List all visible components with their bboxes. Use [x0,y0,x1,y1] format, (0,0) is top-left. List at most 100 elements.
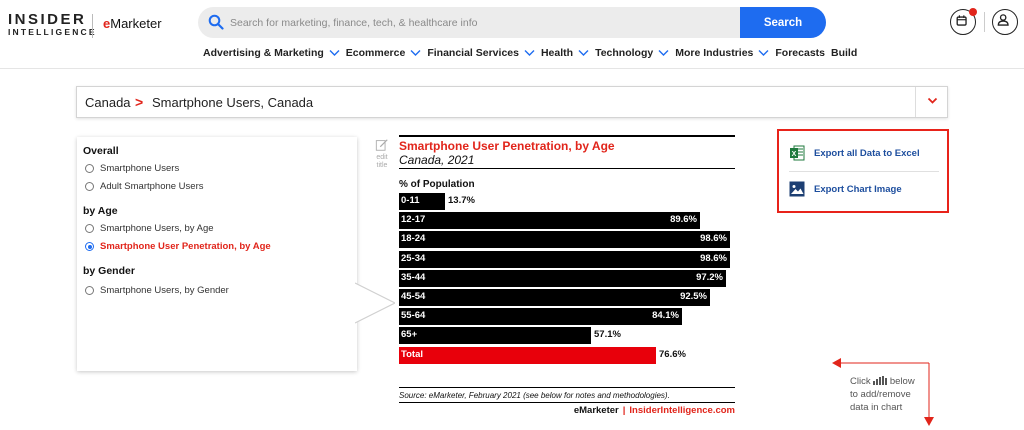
bar-chart: Smartphone User Penetration, by Age Cana… [399,135,735,425]
nav-health[interactable]: Health [541,47,589,59]
chart-subtitle: Canada, 2021 [399,153,475,167]
excel-icon: X [790,145,805,161]
nav-label: Forecasts [775,47,825,59]
radio-smartphone-users-by-gender[interactable]: Smartphone Users, by Gender [85,285,229,296]
bar-value-label: 84.1% [652,310,679,321]
group-title-by-gender: by Gender [83,265,135,277]
hint-line-3: data in chart [850,402,903,413]
bar-value-label: 97.2% [696,272,723,283]
chevron-down-icon [524,50,535,56]
bar-category-label: 12-17 [401,214,426,225]
header-divider [984,12,985,32]
radio-smartphone-users[interactable]: Smartphone Users [85,163,179,174]
emarketer-logo[interactable]: eMarketer [103,16,162,31]
search-button[interactable]: Search [740,7,826,38]
brand-separator: | [622,405,626,416]
bar-value-label: 13.7% [448,195,475,206]
option-label: Smartphone Users, by Gender [100,285,229,296]
radio-button-selected[interactable] [85,242,94,251]
hint-below: below [889,376,915,387]
chart-branding: eMarketer | InsiderIntelligence.com [574,405,735,416]
radio-button[interactable] [85,224,94,233]
emarketer-logo-rest: Marketer [110,16,162,31]
chart-selector-panel: Overall Smartphone Users Adult Smartphon… [77,137,357,371]
chart-rule [399,402,735,403]
svg-text:X: X [792,151,797,158]
chart-title: Smartphone User Penetration, by Age [399,139,615,153]
bar-value-label: 89.6% [670,214,697,225]
search-bar: Search [198,7,826,38]
nav-build[interactable]: Build [831,47,857,59]
nav-label: Health [540,47,574,59]
search-icon [208,14,224,30]
chart-bar: Total 76.6% [399,347,686,364]
bar-chart-icon [873,376,888,385]
bar-category-label: 18-24 [401,233,426,244]
nav-financial-services[interactable]: Financial Services [427,47,535,59]
hint-click: Click [850,376,871,387]
option-label: Smartphone Users, by Age [100,223,214,234]
nav-label: Build [831,47,858,59]
chart-rule [399,387,735,388]
main-nav: Advertising & Marketing Ecommerce Financ… [203,47,863,59]
breadcrumb-root[interactable]: Canada [85,95,131,110]
nav-technology[interactable]: Technology [595,47,669,59]
chevron-down-icon [758,50,769,56]
insider-intelligence-logo[interactable]: INSIDER INTELLIGENCE [8,12,95,37]
radio-button[interactable] [85,286,94,295]
user-account-button[interactable] [992,9,1018,35]
radio-button[interactable] [85,164,94,173]
calendar-icon [956,15,967,26]
chevron-down-icon [578,50,589,56]
chevron-down-icon [410,50,421,56]
panel-pointer [355,282,395,324]
chevron-down-icon [658,50,669,56]
brand-insider-intelligence: InsiderIntelligence.com [629,405,735,416]
export-image-label: Export Chart Image [814,183,902,195]
nav-more-industries[interactable]: More Industries [675,47,769,59]
option-label: Smartphone Users [100,163,180,174]
emarketer-logo-e: e [103,16,111,31]
edit-title-button[interactable]: edit title [373,138,391,170]
chart-rule [399,168,735,169]
bar-category-label: 35-44 [401,272,426,283]
chart-source: Source: eMarketer, February 2021 (see be… [399,391,670,400]
radio-smartphone-users-by-age[interactable]: Smartphone Users, by Age [85,223,214,234]
nav-label: Ecommerce [345,47,406,59]
nav-ecommerce[interactable]: Ecommerce [346,47,422,59]
bar-category-label: 25-34 [401,253,426,264]
chart-top-rule [399,135,735,137]
hint-arrows [832,358,934,426]
chart-bar: 12-17 89.6% [399,212,700,229]
radio-button[interactable] [85,182,94,191]
bar-category-label: 55-64 [401,310,426,321]
breadcrumb-separator: > [135,94,144,110]
nav-forecasts[interactable]: Forecasts [775,47,825,59]
radio-adult-smartphone-users[interactable]: Adult Smartphone Users [85,181,204,192]
nav-advertising-marketing[interactable]: Advertising & Marketing [203,47,340,59]
search-input[interactable] [230,13,730,32]
chart-bar: 45-54 92.5% [399,289,710,306]
chevron-down-icon[interactable] [927,97,938,105]
option-label: Adult Smartphone Users [100,181,204,192]
image-icon [789,181,805,197]
edit-label-2: title [376,162,388,169]
export-panel: X Export all Data to Excel Export Chart … [777,129,949,213]
radio-smartphone-user-penetration-by-age[interactable]: Smartphone User Penetration, by Age [85,241,271,252]
notification-dot [969,8,977,16]
chart-unit-label: % of Population [399,179,475,190]
breadcrumb-current: Smartphone Users, Canada [152,95,314,110]
user-icon [997,14,1009,26]
bar-value-label: 57.1% [594,329,621,340]
calendar-button[interactable] [950,8,977,35]
export-excel-button[interactable]: X Export all Data to Excel [789,145,920,161]
bar-category-label: 0-11 [401,195,420,206]
hint-line-2: to add/remove [850,389,911,400]
option-label: Smartphone User Penetration, by Age [100,241,271,252]
export-excel-label: Export all Data to Excel [814,147,920,159]
nav-label: Technology [595,47,654,59]
chart-bar: 18-24 98.6% [399,231,730,248]
chevron-down-icon [329,50,340,56]
nav-label: More Industries [675,47,754,59]
export-image-button[interactable]: Export Chart Image [789,181,902,197]
